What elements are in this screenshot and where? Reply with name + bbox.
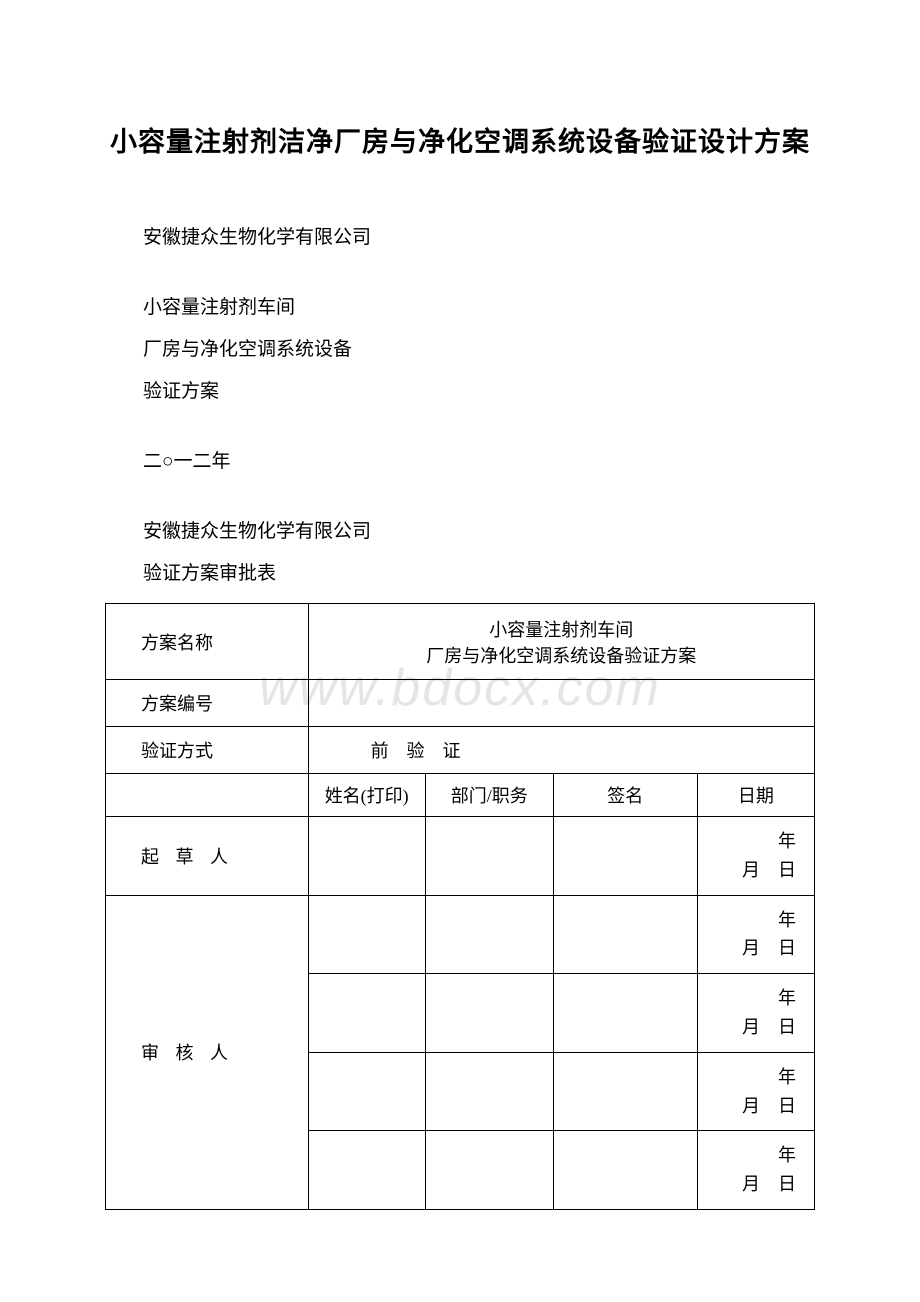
- drafter-name: [308, 817, 425, 896]
- reviewer-date: 年 月 日: [697, 974, 814, 1053]
- drafter-date: 年 月 日: [697, 817, 814, 896]
- plan-name-line2: 厂房与净化空调系统设备验证方案: [317, 642, 806, 668]
- reviewer-sign: [553, 1131, 697, 1210]
- date-line2: 月 日: [706, 1013, 796, 1042]
- table-row: 姓名(打印) 部门/职务 签名 日期: [106, 774, 815, 817]
- plan-name-value: 小容量注射剂车间 厂房与净化空调系统设备验证方案: [308, 604, 814, 680]
- approval-table: 方案名称 小容量注射剂车间 厂房与净化空调系统设备验证方案 方案编号 验证方式 …: [105, 603, 815, 1210]
- reviewer-name: [308, 895, 425, 974]
- year-line: 二○一二年: [105, 443, 815, 481]
- col-sign-header: 签名: [553, 774, 697, 817]
- company-line-1: 安徽捷众生物化学有限公司: [105, 219, 815, 257]
- reviewer-name: [308, 1052, 425, 1131]
- table-row: 方案编号: [106, 680, 815, 727]
- col-date-header: 日期: [697, 774, 814, 817]
- date-line2: 月 日: [706, 1170, 796, 1199]
- equipment-line: 厂房与净化空调系统设备: [105, 331, 815, 369]
- reviewer-label: 审 核 人: [106, 895, 309, 1209]
- date-line2: 月 日: [706, 934, 796, 963]
- table-row: 审 核 人 年 月 日: [106, 895, 815, 974]
- reviewer-date: 年 月 日: [697, 1131, 814, 1210]
- reviewer-dept: [425, 1052, 553, 1131]
- plan-no-label: 方案编号: [106, 680, 309, 727]
- reviewer-date: 年 月 日: [697, 1052, 814, 1131]
- reviewer-sign: [553, 974, 697, 1053]
- reviewer-name: [308, 974, 425, 1053]
- date-line1: 年: [706, 827, 796, 856]
- col-name-header: 姓名(打印): [308, 774, 425, 817]
- company-line-2: 安徽捷众生物化学有限公司: [105, 513, 815, 551]
- date-line1: 年: [706, 1141, 796, 1170]
- table-row: 方案名称 小容量注射剂车间 厂房与净化空调系统设备验证方案: [106, 604, 815, 680]
- date-line1: 年: [706, 1063, 796, 1092]
- verify-method-value: 前 验 证: [308, 727, 814, 774]
- reviewer-date: 年 月 日: [697, 895, 814, 974]
- table-row: 验证方式 前 验 证: [106, 727, 815, 774]
- blank-label: [106, 774, 309, 817]
- date-line2: 月 日: [706, 856, 796, 885]
- workshop-line: 小容量注射剂车间: [105, 289, 815, 327]
- date-line1: 年: [706, 906, 796, 935]
- col-dept-header: 部门/职务: [425, 774, 553, 817]
- plan-name-label: 方案名称: [106, 604, 309, 680]
- plan-no-value: [308, 680, 814, 727]
- document-title: 小容量注射剂洁净厂房与净化空调系统设备验证设计方案: [105, 120, 815, 159]
- reviewer-sign: [553, 1052, 697, 1131]
- plan-line: 验证方案: [105, 373, 815, 411]
- verify-method-label: 验证方式: [106, 727, 309, 774]
- reviewer-dept: [425, 974, 553, 1053]
- plan-name-line1: 小容量注射剂车间: [317, 616, 806, 642]
- reviewer-sign: [553, 895, 697, 974]
- reviewer-name: [308, 1131, 425, 1210]
- date-line2: 月 日: [706, 1092, 796, 1121]
- reviewer-dept: [425, 1131, 553, 1210]
- drafter-label: 起 草 人: [106, 817, 309, 896]
- drafter-dept: [425, 817, 553, 896]
- date-line1: 年: [706, 984, 796, 1013]
- reviewer-dept: [425, 895, 553, 974]
- approval-title-line: 验证方案审批表: [105, 555, 815, 593]
- drafter-sign: [553, 817, 697, 896]
- table-row: 起 草 人 年 月 日: [106, 817, 815, 896]
